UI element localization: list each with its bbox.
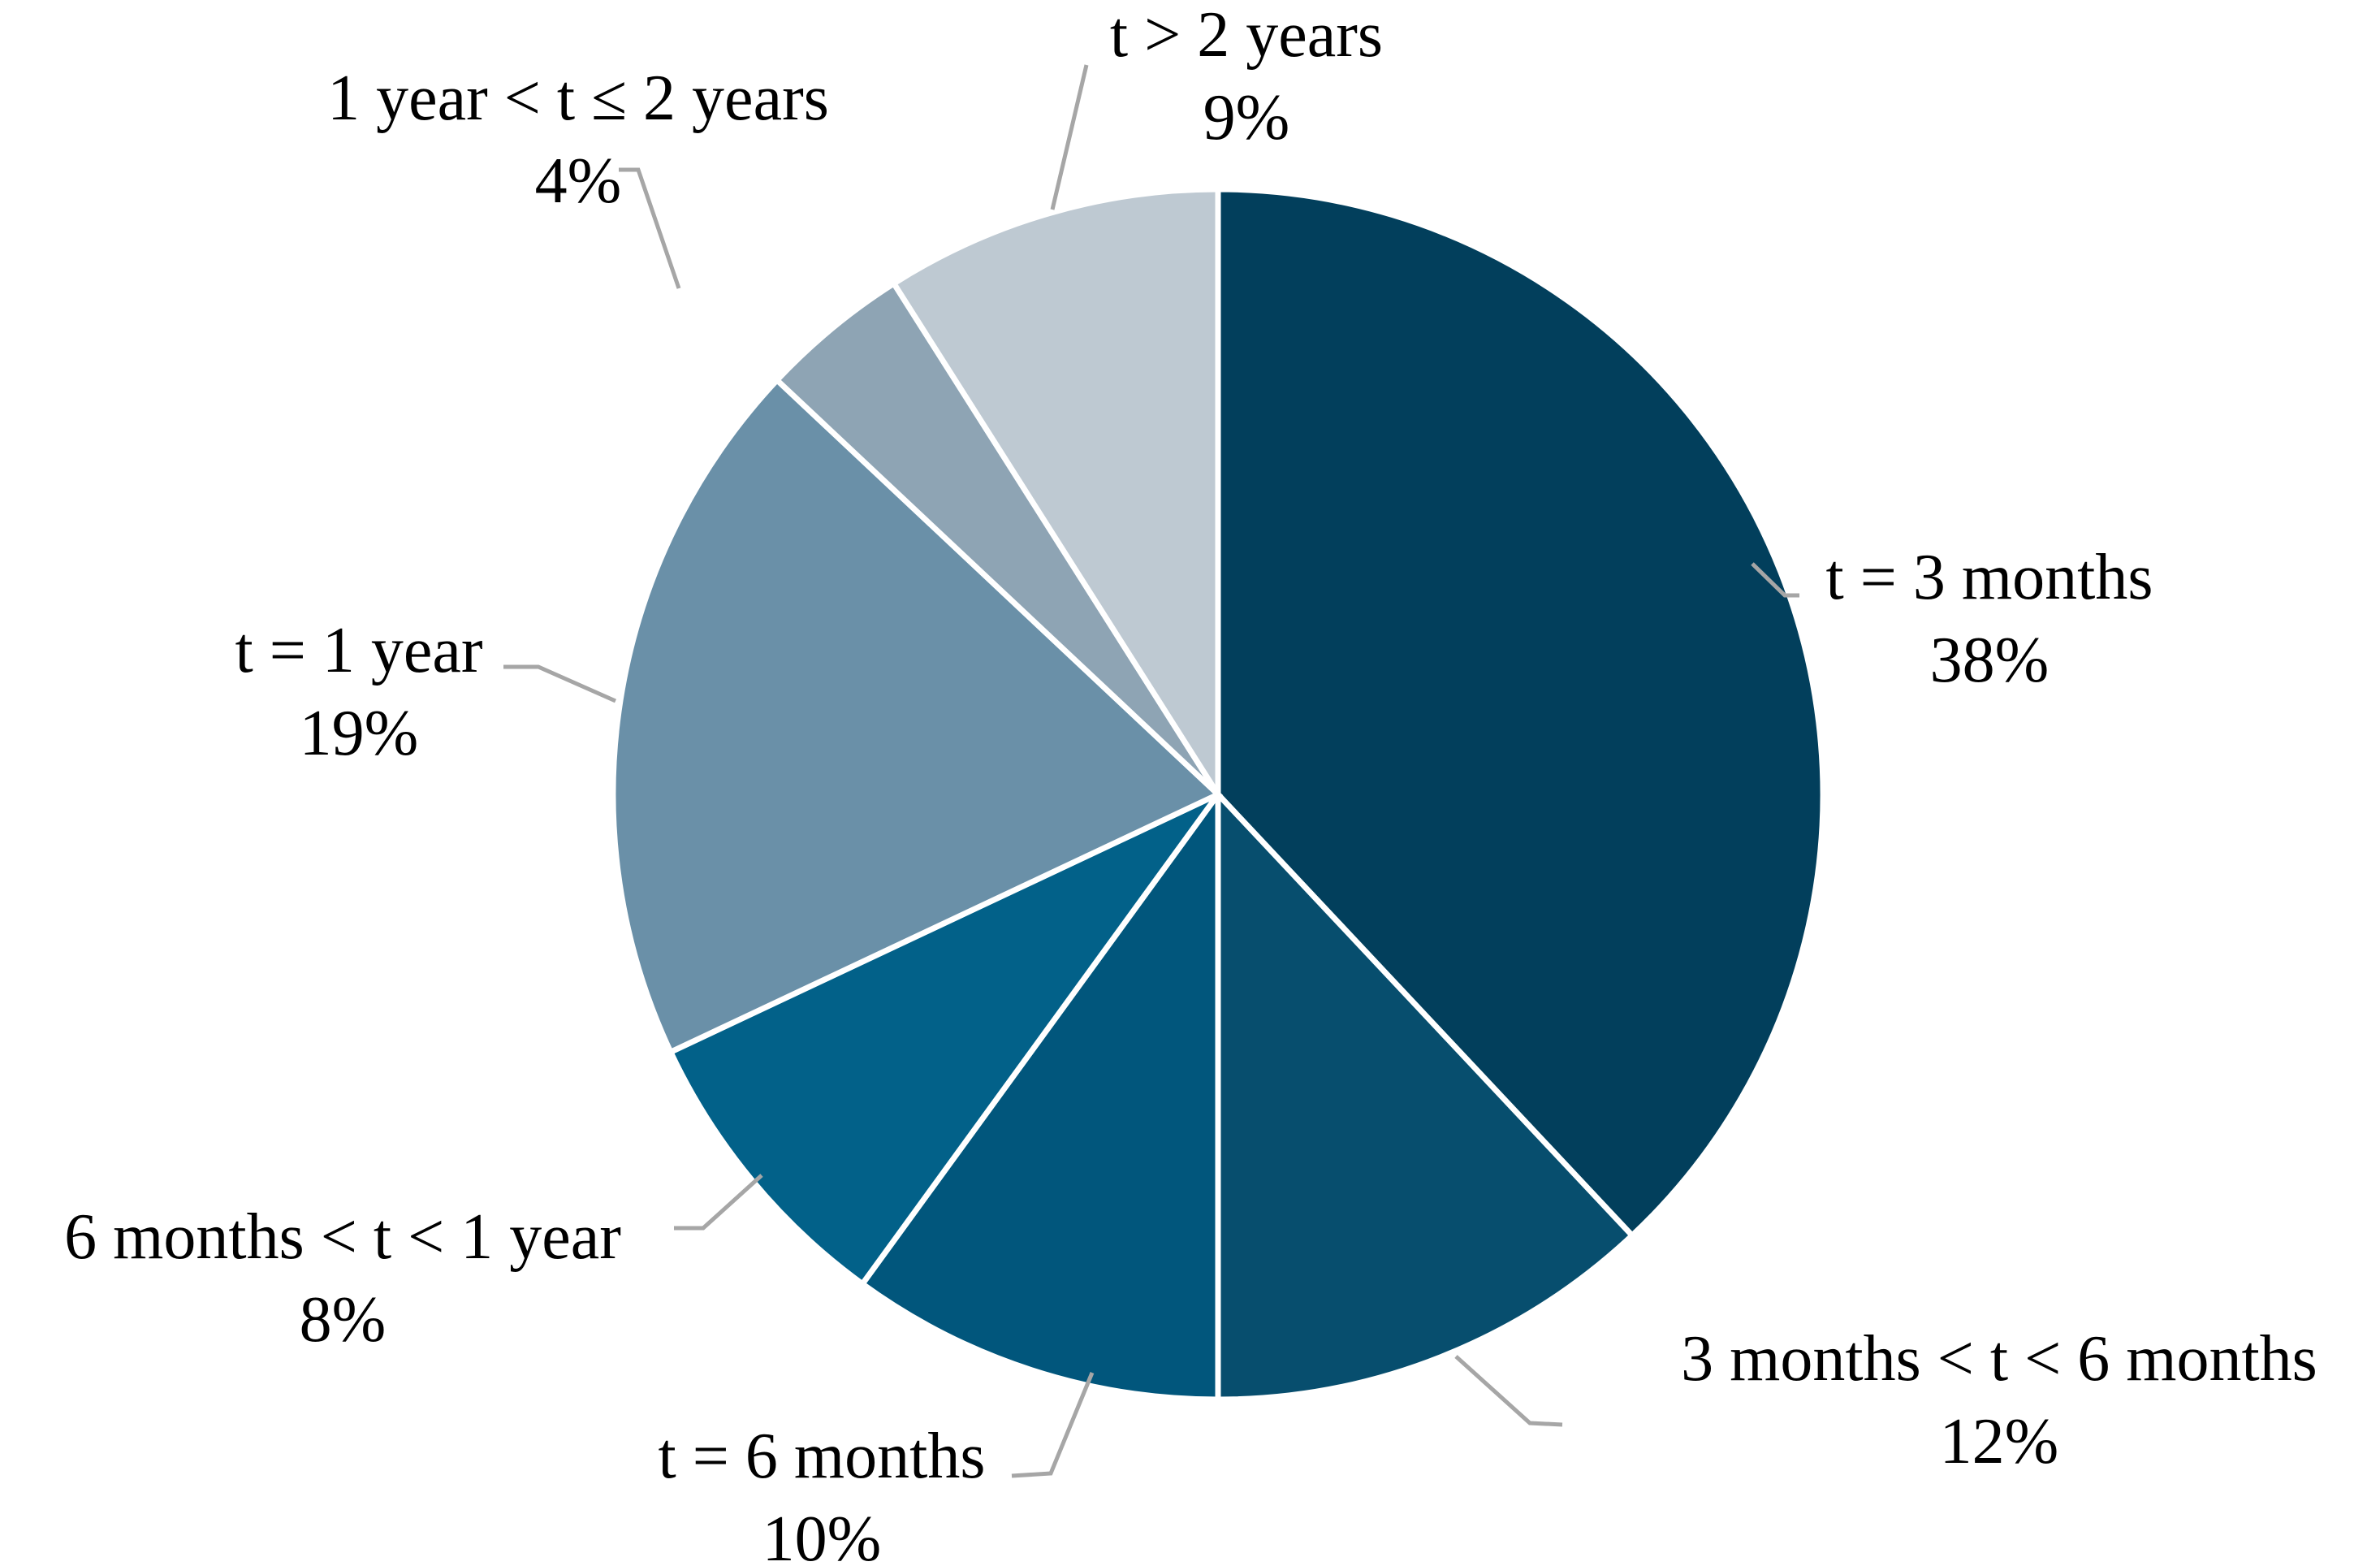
slice-label-pct: 10%	[762, 1503, 882, 1566]
slice-label-pct: 19%	[299, 698, 419, 769]
slice-label-text: t = 3 months	[1825, 542, 2153, 613]
leader-line-3	[674, 1174, 763, 1231]
pie-slice-1	[1215, 787, 1636, 1403]
slice-label-6-months-to-1-year: 6 months < t < 1 year 8%	[64, 1196, 621, 1361]
pie-slice-0	[1215, 186, 1826, 1240]
slice-label-text: 1 year < t ≤ 2 years	[327, 63, 829, 134]
slice-label-pct: 12%	[1939, 1406, 2059, 1477]
leader-line-5	[619, 167, 681, 289]
slice-label-text: 6 months < t < 1 year	[64, 1201, 621, 1273]
pie-slice-2	[858, 785, 1221, 1403]
pie-slice-3	[667, 791, 1220, 1288]
pie-slice-6	[889, 186, 1221, 805]
slice-label-text: t = 1 year	[235, 615, 483, 686]
leader-line-2	[1011, 1372, 1095, 1478]
leader-line-4	[503, 664, 617, 703]
slice-label-t-1-year: t = 1 year 19%	[235, 609, 483, 775]
slice-label-text: t > 2 years	[1109, 0, 1384, 71]
slice-label-pct: 38%	[1929, 625, 2050, 696]
slice-label-t-over-2-years: t > 2 years 9%	[1110, 0, 1383, 159]
slice-label-pct: 8%	[299, 1284, 387, 1356]
slice-label-pct: 9%	[1203, 82, 1290, 154]
slice-label-1-to-2-years: 1 year < t ≤ 2 years 4%	[327, 57, 829, 223]
pie-slice-4	[610, 376, 1224, 1056]
slice-label-text: 3 months < t < 6 months	[1681, 1323, 2317, 1395]
leader-line-6	[1050, 64, 1089, 210]
leader-line-0	[1751, 562, 1799, 598]
slice-label-pct: 4%	[534, 145, 622, 217]
slice-label-t-3-months: t = 3 months 38%	[1826, 536, 2153, 702]
slice-label-3-to-6-months: 3 months < t < 6 months 12%	[1681, 1317, 2317, 1483]
leader-line-1	[1454, 1355, 1563, 1427]
pie-slice-5	[772, 279, 1220, 797]
slice-label-t-6-months: t = 6 months 10%	[659, 1415, 986, 1566]
slice-label-text: t = 6 months	[658, 1421, 986, 1492]
